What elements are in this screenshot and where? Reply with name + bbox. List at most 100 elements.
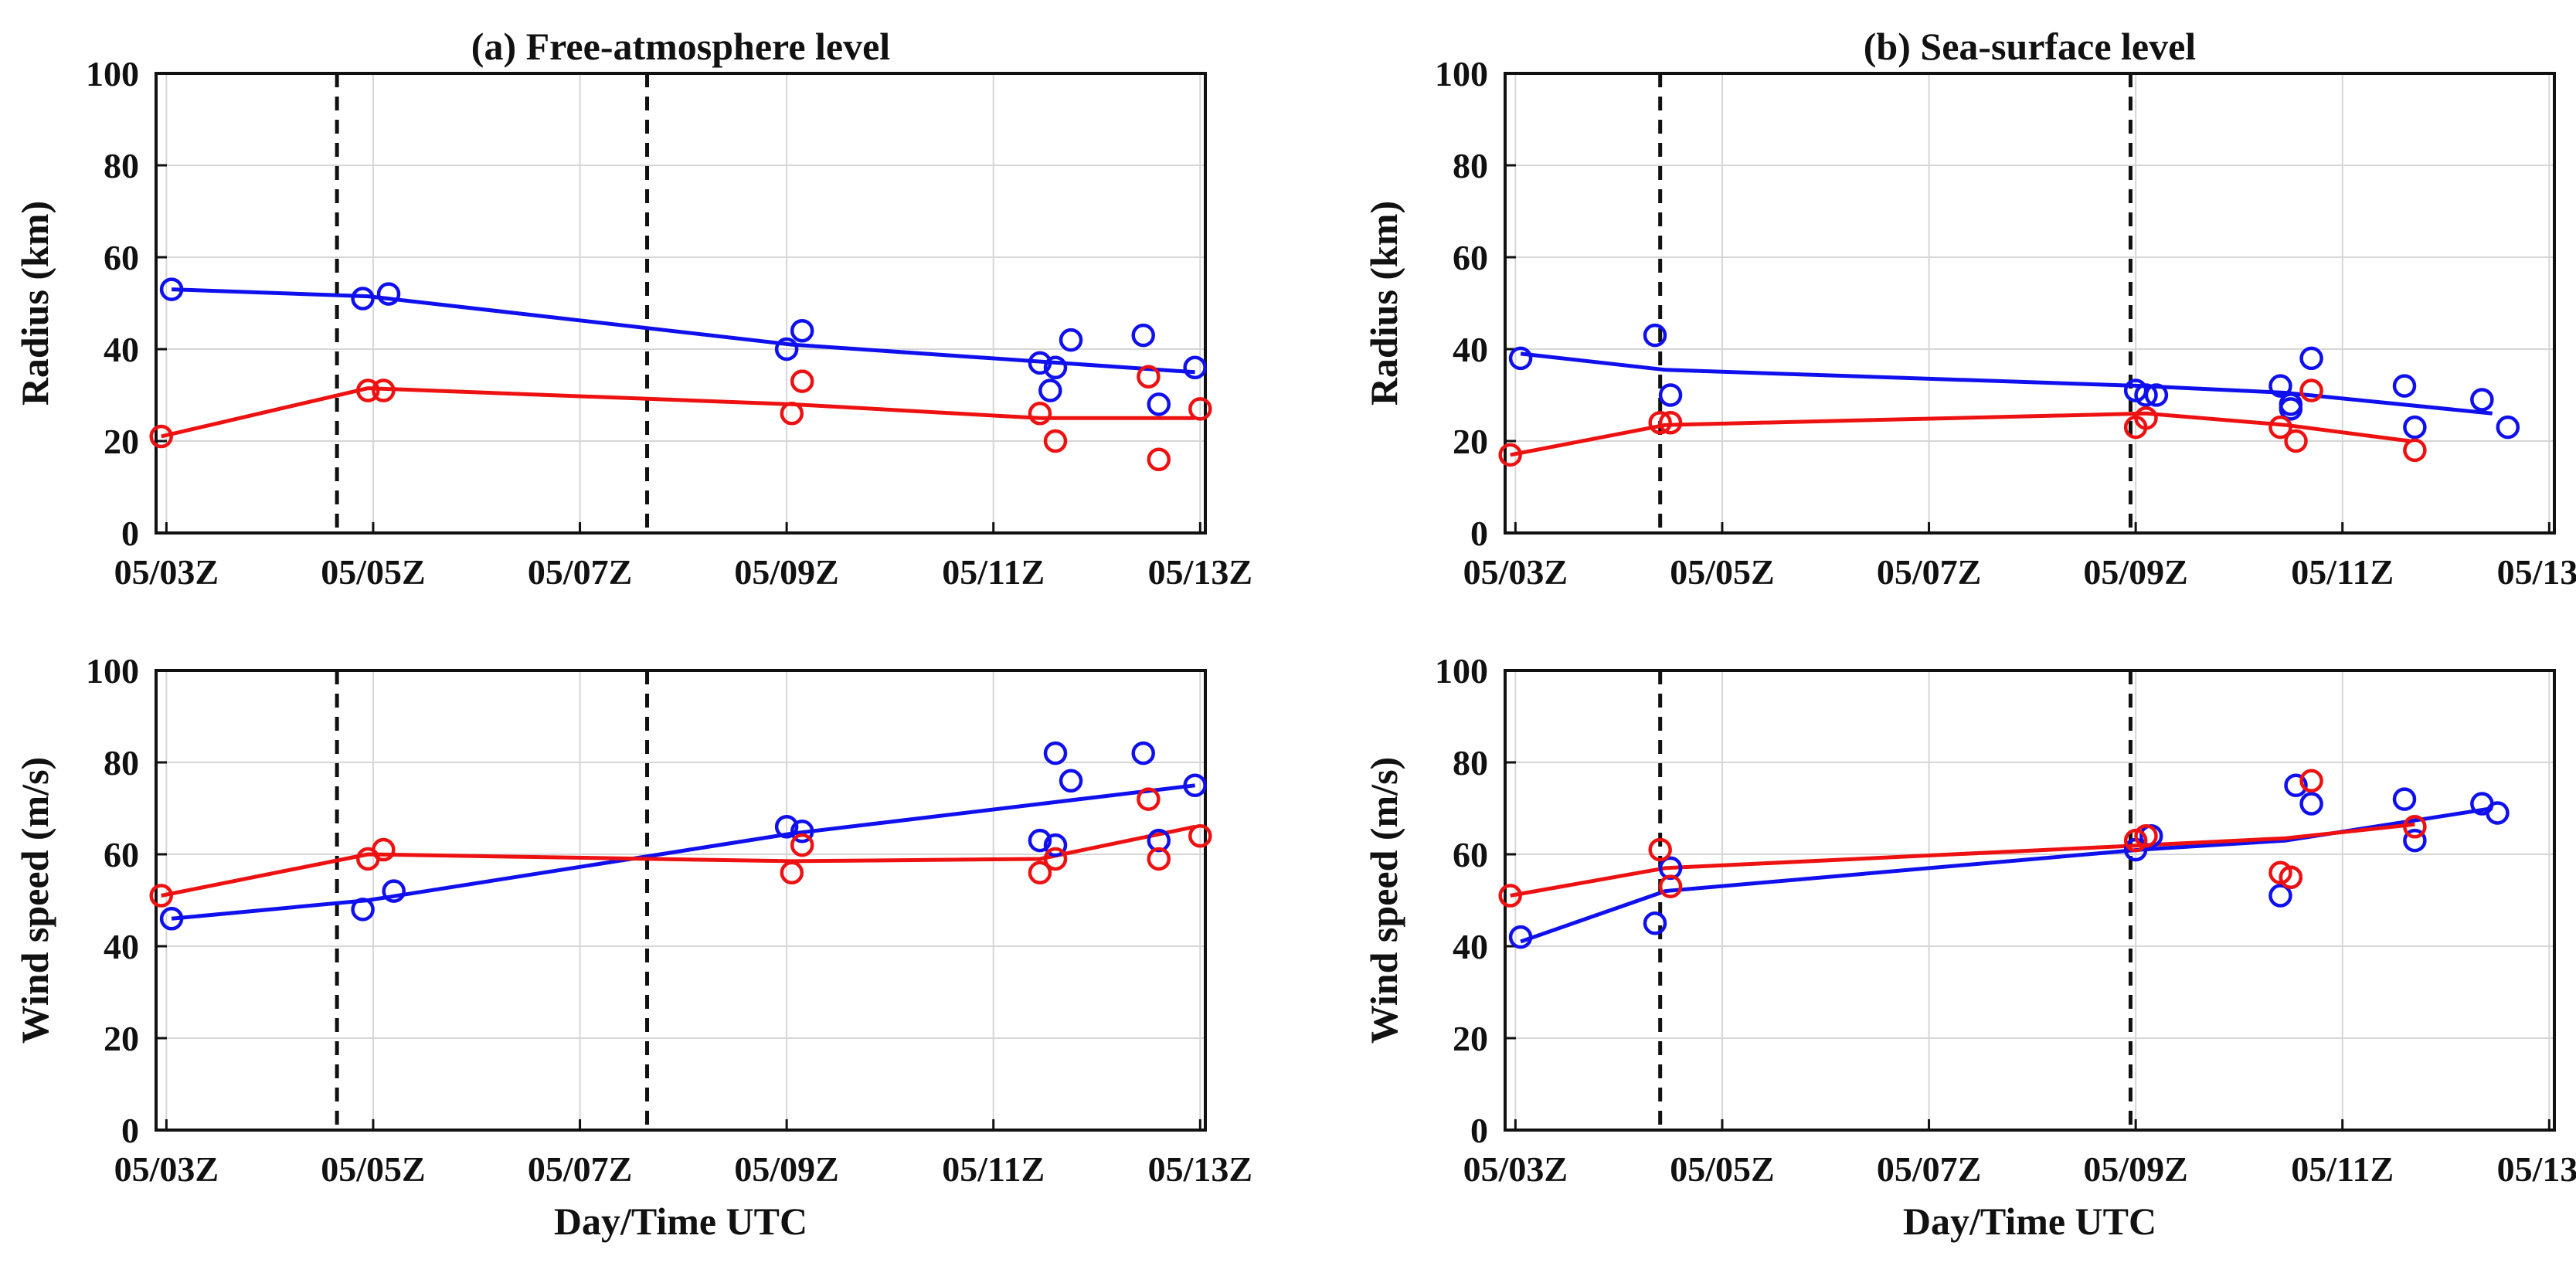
x-tick-label: 05/05Z: [1670, 1149, 1774, 1189]
series-blue-point: [2268, 884, 2292, 908]
series-blue-point: [159, 907, 184, 931]
series-blue-point: [2392, 787, 2417, 811]
x-tick-label: 05/07Z: [1877, 552, 1981, 592]
x-tick-label: 05/05Z: [321, 1149, 425, 1189]
y-tick-label: 80: [1453, 743, 1488, 782]
y-axis-label: Wind speed (m/s): [1362, 757, 1405, 1044]
x-tick-label: 05/09Z: [2083, 1149, 2187, 1189]
series-blue-point: [2403, 828, 2427, 853]
series-red-point: [1498, 884, 1522, 908]
y-axis-label: Wind speed (m/s): [13, 757, 56, 1044]
x-tick-label: 05/09Z: [734, 552, 838, 592]
series-blue-point: [2486, 801, 2510, 825]
series-blue-line: [171, 783, 1195, 921]
x-tick-label: 05/13Z: [2497, 1149, 2576, 1189]
series-red-point: [149, 424, 173, 449]
x-tick-label: 05/07Z: [528, 1149, 632, 1189]
x-axis-label: Day/Time UTC: [1903, 1200, 2156, 1243]
x-tick-label: 05/09Z: [2083, 552, 2187, 592]
series-red-point: [1137, 365, 1161, 389]
y-tick-label: 20: [104, 422, 139, 461]
series-red-point: [780, 402, 804, 426]
y-tick-label: 0: [1470, 514, 1488, 553]
x-tick-label: 05/03Z: [1463, 552, 1568, 592]
series-blue-point: [774, 337, 799, 361]
x-tick-label: 05/09Z: [734, 1149, 838, 1189]
series-red-point: [2279, 865, 2303, 889]
y-tick-label: 60: [104, 835, 139, 874]
x-tick-label: 05/03Z: [1463, 1149, 1568, 1189]
series-blue-point: [1028, 351, 1052, 375]
x-tick-label: 05/07Z: [1877, 1149, 1981, 1189]
series-blue-point: [1643, 911, 1667, 935]
y-tick-label: 20: [104, 1019, 139, 1058]
y-tick-label: 100: [86, 54, 139, 93]
series-red-point: [1147, 847, 1171, 871]
series-red-point: [1648, 410, 1672, 435]
series-blue-point: [351, 898, 375, 922]
series-blue-line: [172, 287, 1195, 375]
series-blue-point: [1508, 346, 1533, 371]
series-red-point: [2403, 438, 2427, 463]
series-blue-point: [2299, 346, 2323, 371]
y-tick-label: 20: [1453, 1019, 1488, 1058]
series-blue-point: [382, 879, 406, 903]
y-tick-label: 60: [104, 238, 139, 277]
series-blue-point: [376, 282, 401, 306]
y-tick-label: 0: [121, 1111, 139, 1150]
x-tick-label: 05/05Z: [321, 552, 425, 592]
series-blue-point: [1183, 773, 1207, 797]
series-blue-point: [1508, 925, 1533, 949]
series-red-point: [1498, 443, 1522, 467]
series-blue-point: [1643, 323, 1667, 348]
series-red-point: [149, 884, 173, 908]
series-blue-point: [2268, 374, 2292, 398]
y-tick-label: 80: [104, 743, 139, 782]
series-blue-point: [1043, 741, 1068, 765]
x-tick-label: 05/03Z: [114, 1149, 219, 1189]
series-red-line: [1510, 411, 2411, 457]
series-blue-point: [774, 815, 799, 839]
series-red-point: [1043, 429, 1068, 453]
series-blue-point: [1028, 828, 1052, 853]
y-tick-label: 100: [1435, 54, 1488, 93]
y-axis-label: Radius (km): [13, 201, 56, 406]
series-blue-point: [1043, 833, 1068, 857]
series-blue-point: [2134, 383, 2158, 407]
y-tick-label: 20: [1453, 422, 1488, 461]
series-blue-point: [1131, 741, 1155, 765]
series-blue-point: [1059, 769, 1083, 793]
series-red-point: [356, 378, 380, 402]
x-tick-label: 05/11Z: [942, 1149, 1045, 1189]
series-red-point: [1028, 860, 1052, 885]
series-red-point: [1648, 837, 1672, 862]
series-red-point: [372, 837, 396, 862]
y-tick-label: 100: [1435, 651, 1488, 691]
series-red-point: [790, 369, 814, 393]
x-tick-label: 05/11Z: [2291, 1149, 2394, 1189]
series-blue-point: [790, 318, 814, 343]
series-blue-point: [1658, 383, 1683, 407]
series-blue-point: [2299, 792, 2323, 816]
axes-box: [1504, 72, 2556, 535]
x-tick-label: 05/07Z: [528, 552, 632, 592]
series-blue-point: [790, 820, 814, 843]
panel-b-wind: 05/03Z 05/05Z 05/07Z 05/09Z 05/11Z 05/13Z 0 20 4…: [1362, 651, 2576, 1243]
y-axis-label: Radius (km): [1362, 201, 1405, 406]
series-red-point: [1658, 410, 1683, 435]
panel-b-radius: 05/03Z 05/05Z 05/07Z 05/09Z 05/11Z 05/13Z 0 20 4…: [1362, 25, 2576, 592]
series-red-point: [1028, 402, 1052, 426]
y-tick-label: 40: [1453, 330, 1488, 369]
series-red-point: [2284, 429, 2308, 453]
series-blue-point: [2279, 392, 2303, 416]
y-tick-label: 60: [1453, 238, 1488, 277]
x-tick-label: 05/05Z: [1670, 552, 1774, 592]
panel-title: (b) Sea-surface level: [1864, 25, 2197, 68]
axes-box: [1504, 669, 2556, 1132]
x-tick-label: 05/13Z: [1148, 552, 1252, 592]
series-blue-point: [2403, 415, 2427, 440]
y-tick-label: 100: [86, 651, 139, 691]
series-red-point: [1043, 847, 1068, 871]
series-blue-point: [1059, 328, 1083, 352]
series-red-point: [1188, 397, 1212, 421]
